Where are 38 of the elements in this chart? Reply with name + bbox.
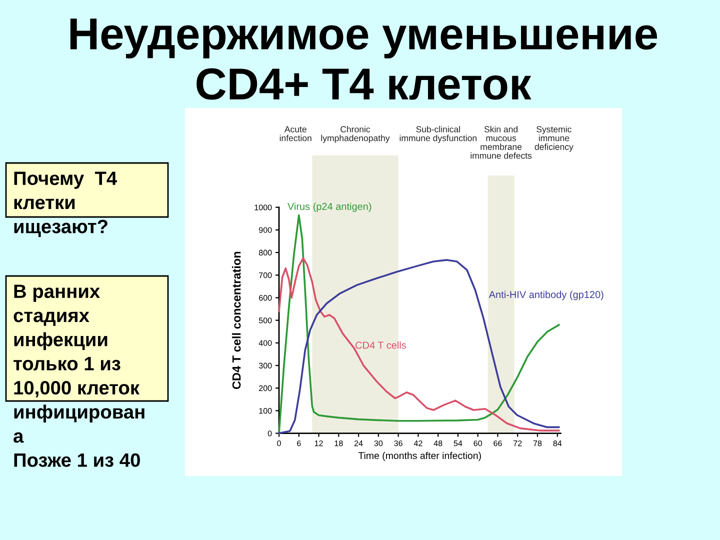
- x-tick-label: 60: [474, 440, 482, 446]
- x-tick-label: 72: [514, 440, 522, 446]
- x-tick-label: 30: [374, 440, 383, 446]
- y-axis-title: CD4 T cell concentration: [232, 252, 241, 390]
- text: Почему Т4 клетки ищезают?: [14, 172, 118, 237]
- chart-title: Неудержимое уменьшение CD4+ T4 клеток: [70, 18, 658, 100]
- y-tick-label: 1000: [254, 204, 272, 210]
- band-label: Chronic lymphadenopathy: [321, 126, 390, 143]
- text: В ранних стадиях инфекции только 1 из 10,000 клеток инфицирован а Позже 1 из 40: [14, 284, 144, 467]
- x-tick-label: 78: [533, 440, 542, 446]
- y-tick-label: 800: [258, 250, 272, 256]
- y-tick-label: 600: [259, 294, 272, 301]
- text: Sub-clinical immune dysfunction: [400, 126, 476, 143]
- x-axis-title: Time (months after infection): [358, 452, 481, 461]
- x-tick-label: 66: [494, 440, 502, 446]
- x-tick-label: 48: [434, 440, 442, 446]
- y-tick-label: 100: [259, 408, 272, 414]
- y-tick-label: 200: [259, 385, 272, 392]
- y-tick-label: 900: [258, 227, 272, 233]
- x-tick-label: 42: [414, 440, 422, 446]
- y-tick-label: 400: [258, 340, 272, 346]
- series-label: CD4 T cells: [356, 341, 406, 349]
- x-tick-label: 12: [314, 440, 323, 446]
- y-tick-label: 300: [258, 362, 272, 368]
- text: Systemic immune deficiency: [534, 126, 574, 152]
- x-tick-label: 84: [553, 440, 562, 446]
- series-label: Anti-HIV antibody (gp120): [488, 290, 604, 300]
- x-tick-label: 36: [394, 440, 402, 446]
- x-tick-label: 54: [454, 440, 462, 446]
- y-tick-label: 500: [258, 318, 272, 324]
- x-tick-label: 6: [297, 440, 301, 446]
- x-tick-label: 18: [334, 440, 343, 446]
- y-tick-label: 0: [268, 430, 272, 436]
- x-tick-label: 24: [354, 440, 363, 446]
- x-tick-label: 0: [277, 440, 281, 446]
- text: Acute infection: [280, 126, 312, 142]
- y-tick-label: 700: [259, 272, 272, 278]
- series-label: Virus (p24 antigen): [287, 202, 372, 212]
